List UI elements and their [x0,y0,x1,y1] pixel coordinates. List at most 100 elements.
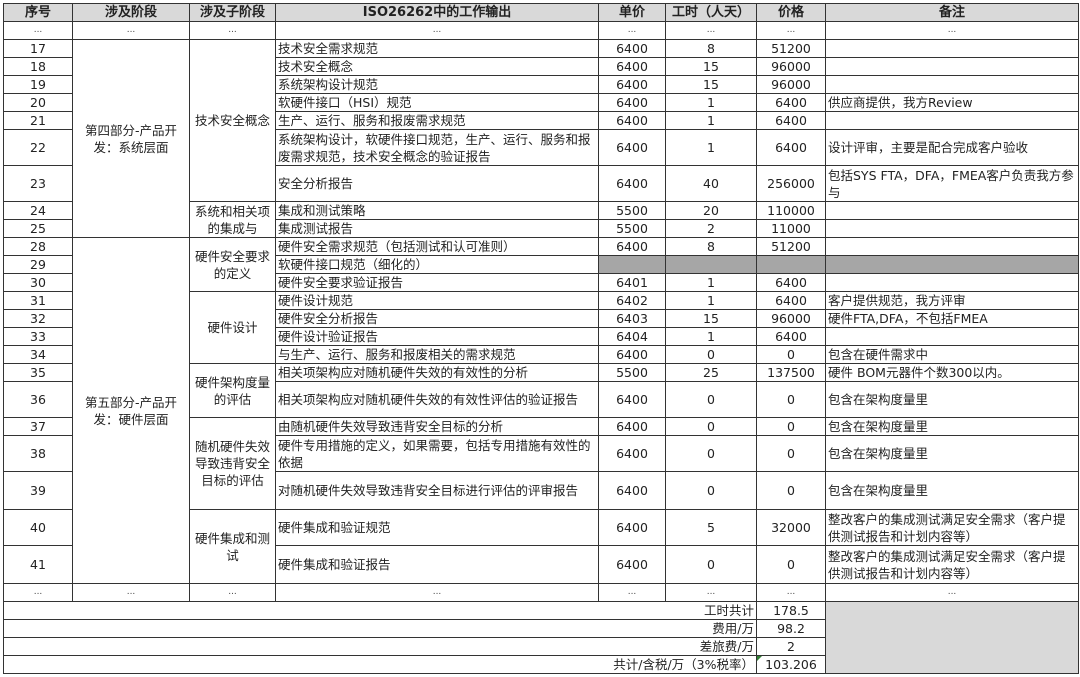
ellipsis-cell: ... [756,21,826,40]
table-row: 21 生产、运行、服务和报废需求规范 6400 1 6400 [3,111,1079,130]
col-header-substage: 涉及子阶段 [189,3,276,22]
price: 11000 [756,219,826,238]
note: 包括SYS FTA，DFA，FMEA客户负责我方参与 [825,165,1079,202]
col-header-no: 序号 [3,3,73,22]
work-output: 硬件集成和验证报告 [275,545,599,584]
work-output: 安全分析报告 [275,165,599,202]
header-row: 序号 涉及阶段 涉及子阶段 ISO26262中的工作输出 单价 工时（人天） 价… [3,3,1079,22]
note: 包含在架构度量里 [825,471,1079,510]
price: 32000 [756,509,826,546]
table-row: 31 硬件设计 硬件设计规范 6402 1 6400 客户提供规范，我方评审 [3,291,1079,364]
table-row: 28 第五部分-产品开发：硬件层面 硬件安全要求的定义 硬件安全需求规范（包括测试和认… [3,237,1079,584]
row-number: 39 [3,471,73,510]
unit-price: 6403 [598,309,666,328]
hours: 0 [665,471,757,510]
hours: 8 [665,39,757,58]
ellipsis-cell: ... [825,21,1079,40]
row-number: 28 [3,237,73,256]
ellipsis-cell: ... [72,21,190,40]
work-output: 技术安全需求规范 [275,39,599,58]
unit-price: 6404 [598,327,666,346]
work-output: 技术安全概念 [275,57,599,76]
price: 96000 [756,75,826,94]
ellipsis-cell: ... [275,21,599,40]
unit-price: 6400 [598,345,666,364]
note [825,237,1079,256]
row-number: 41 [3,545,73,584]
unit-price: 6400 [598,57,666,76]
unit-price: 6400 [598,111,666,130]
work-output: 生产、运行、服务和报废需求规范 [275,111,599,130]
row-number: 31 [3,291,73,310]
summary-side-block [825,601,1079,674]
price: 0 [756,345,826,364]
hours: 1 [665,291,757,310]
table-row: 30 硬件安全要求验证报告 6401 1 6400 [3,273,1079,292]
hours: 1 [665,273,757,292]
work-output: 集成测试报告 [275,219,599,238]
row-number: 37 [3,417,73,436]
price: 6400 [756,291,826,310]
row-number: 29 [3,255,73,274]
work-output: 相关项架构应对随机硬件失效的有效性的分析 [275,363,599,382]
summary-label: 共计/含税/万（3%税率） [3,655,757,674]
note: 包含在硬件需求中 [825,345,1079,364]
unit-price: 6400 [598,93,666,112]
table-row: 37 随机硬件失效导致违背安全目标的评估 由随机硬件失效导致违背安全目标的分析 640… [3,417,1079,510]
note: 供应商提供，我方Review [825,93,1079,112]
row-number: 35 [3,363,73,382]
substage-cell: 随机硬件失效导致违背安全目标的评估 [189,417,276,510]
row-number: 33 [3,327,73,346]
work-output: 硬件设计规范 [275,291,599,310]
hours: 0 [665,545,757,584]
hours: 1 [665,327,757,346]
ellipsis-cell: ... [72,583,190,602]
hours: 15 [665,309,757,328]
summary-value: 98.2 [756,619,826,638]
col-header-output: ISO26262中的工作输出 [275,3,599,22]
summary-label: 差旅费/万 [3,637,757,656]
hours: 40 [665,165,757,202]
substage-cell: 技术安全概念 [189,39,276,202]
substage-cell: 硬件安全要求的定义 [189,237,276,292]
table-row: 22 系统架构设计，软硬件接口规范，生产、运行、服务和报废需求规范，技术安全概念的… [3,129,1079,166]
price: 256000 [756,165,826,202]
summary-label: 工时共计 [3,601,757,620]
row-number: 20 [3,93,73,112]
note: 整改客户的集成测试满足安全需求（客户提供测试报告和计划内容等） [825,509,1079,546]
ellipsis-row: ........................ [3,583,1079,602]
hours: 8 [665,237,757,256]
summary-value: 103.206 [756,655,826,674]
hours: 2 [665,219,757,238]
row-number: 23 [3,165,73,202]
unit-price: 6400 [598,509,666,546]
note: 客户提供规范，我方评审 [825,291,1079,310]
row-number: 34 [3,345,73,364]
unit-price: 6400 [598,471,666,510]
price: 51200 [756,39,826,58]
note [825,219,1079,238]
table-row: 23 安全分析报告 6400 40 256000 包括SYS FTA，DFA，FMEA客户… [3,165,1079,202]
work-output: 集成和测试策略 [275,201,599,220]
row-number: 17 [3,39,73,58]
hours: 1 [665,111,757,130]
work-output: 由随机硬件失效导致违背安全目标的分析 [275,417,599,436]
row-number: 38 [3,435,73,472]
substage-cell: 硬件架构度量的评估 [189,363,276,418]
hours: 15 [665,75,757,94]
work-output: 硬件专用措施的定义，如果需要，包括专用措施有效性的依据 [275,435,599,472]
price: 96000 [756,57,826,76]
ellipsis-cell: ... [598,21,666,40]
substage-cell: 硬件设计 [189,291,276,364]
work-output: 硬件安全分析报告 [275,309,599,328]
table-row: 24 系统和相关项的集成与 集成和测试策略 5500 20 110000 [3,201,1079,238]
price: 6400 [756,273,826,292]
ellipsis-cell: ... [665,21,757,40]
work-output: 软硬件接口规范（细化的） [275,255,599,274]
col-header-stage: 涉及阶段 [72,3,190,22]
col-header-note: 备注 [825,3,1079,22]
note: 包含在架构度量里 [825,417,1079,436]
price: 0 [756,381,826,418]
row-number: 18 [3,57,73,76]
ellipsis-row: ........................ [3,21,1079,40]
